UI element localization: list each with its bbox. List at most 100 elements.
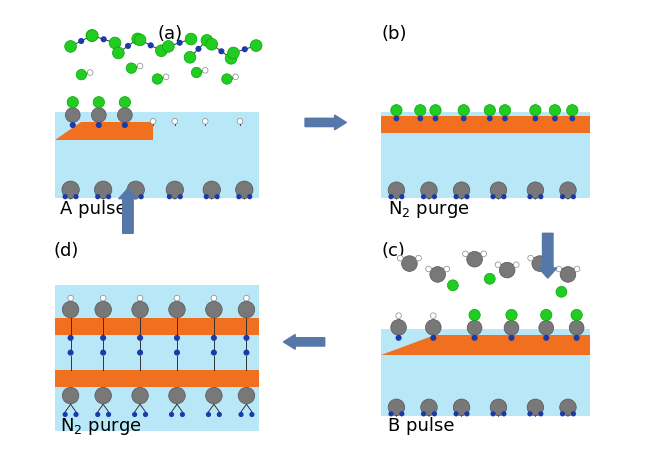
Circle shape: [243, 295, 249, 301]
Circle shape: [67, 97, 79, 108]
Circle shape: [495, 262, 501, 267]
Circle shape: [95, 412, 100, 417]
Circle shape: [433, 116, 438, 122]
Circle shape: [430, 267, 445, 282]
Circle shape: [504, 321, 519, 335]
Circle shape: [560, 194, 565, 199]
Circle shape: [539, 321, 554, 335]
Text: (a): (a): [157, 24, 182, 43]
Circle shape: [467, 251, 482, 267]
Circle shape: [391, 320, 407, 335]
Circle shape: [122, 122, 128, 128]
Circle shape: [169, 301, 185, 318]
Bar: [55, 370, 260, 387]
Circle shape: [506, 310, 517, 321]
Circle shape: [166, 181, 184, 199]
Circle shape: [484, 274, 495, 284]
Circle shape: [238, 301, 255, 318]
Circle shape: [430, 313, 436, 318]
Circle shape: [205, 301, 222, 318]
Circle shape: [533, 116, 538, 122]
Circle shape: [251, 40, 262, 51]
Circle shape: [134, 34, 146, 46]
Circle shape: [388, 182, 405, 199]
Circle shape: [514, 262, 519, 267]
Circle shape: [100, 335, 106, 341]
Circle shape: [112, 47, 124, 59]
Circle shape: [137, 63, 143, 69]
Circle shape: [453, 399, 470, 416]
Circle shape: [137, 350, 143, 356]
Circle shape: [65, 41, 77, 52]
Circle shape: [508, 335, 514, 341]
Circle shape: [225, 52, 237, 64]
Circle shape: [132, 387, 148, 404]
Circle shape: [163, 41, 174, 52]
Circle shape: [62, 194, 68, 199]
Circle shape: [211, 350, 217, 356]
Circle shape: [73, 194, 79, 199]
Text: (c): (c): [381, 242, 405, 260]
Circle shape: [222, 74, 232, 84]
Circle shape: [453, 182, 470, 199]
Circle shape: [469, 310, 480, 321]
Circle shape: [236, 194, 241, 199]
Circle shape: [571, 411, 576, 416]
Circle shape: [211, 295, 216, 301]
Circle shape: [126, 63, 136, 73]
Circle shape: [528, 255, 533, 261]
Circle shape: [233, 74, 238, 79]
Circle shape: [127, 181, 144, 199]
Circle shape: [541, 310, 552, 321]
Circle shape: [228, 47, 239, 59]
Circle shape: [527, 411, 533, 416]
Circle shape: [444, 266, 449, 272]
Circle shape: [538, 411, 543, 416]
Circle shape: [426, 320, 441, 335]
Circle shape: [432, 194, 437, 199]
Circle shape: [192, 67, 202, 78]
Circle shape: [132, 412, 137, 417]
Text: N$_2$ purge: N$_2$ purge: [388, 199, 470, 219]
Circle shape: [169, 387, 185, 404]
Circle shape: [109, 37, 121, 49]
Circle shape: [94, 181, 112, 199]
Circle shape: [421, 411, 426, 416]
Circle shape: [552, 116, 558, 122]
Polygon shape: [381, 335, 590, 355]
Circle shape: [499, 104, 510, 116]
Circle shape: [458, 104, 470, 116]
Circle shape: [66, 108, 80, 122]
Bar: [55, 285, 260, 431]
Polygon shape: [55, 122, 153, 140]
Circle shape: [249, 412, 255, 417]
Circle shape: [184, 51, 196, 63]
Circle shape: [119, 97, 131, 108]
Circle shape: [152, 74, 163, 84]
Text: (d): (d): [53, 242, 79, 260]
Circle shape: [87, 30, 98, 42]
Circle shape: [132, 33, 144, 45]
Circle shape: [391, 104, 402, 116]
Circle shape: [178, 194, 183, 199]
Circle shape: [185, 33, 197, 45]
Circle shape: [388, 411, 394, 416]
Circle shape: [532, 256, 548, 271]
Circle shape: [62, 301, 79, 318]
Circle shape: [560, 267, 576, 282]
Circle shape: [95, 194, 100, 199]
Circle shape: [394, 116, 400, 122]
Circle shape: [180, 412, 185, 417]
Circle shape: [172, 119, 178, 124]
Circle shape: [401, 256, 417, 271]
Circle shape: [204, 194, 209, 199]
Text: A pulse: A pulse: [60, 200, 127, 218]
Circle shape: [571, 310, 583, 321]
Circle shape: [462, 251, 468, 256]
Circle shape: [238, 387, 255, 404]
Bar: [381, 329, 590, 416]
Circle shape: [491, 194, 496, 199]
Circle shape: [549, 104, 561, 116]
Circle shape: [163, 74, 169, 79]
Circle shape: [206, 38, 218, 50]
